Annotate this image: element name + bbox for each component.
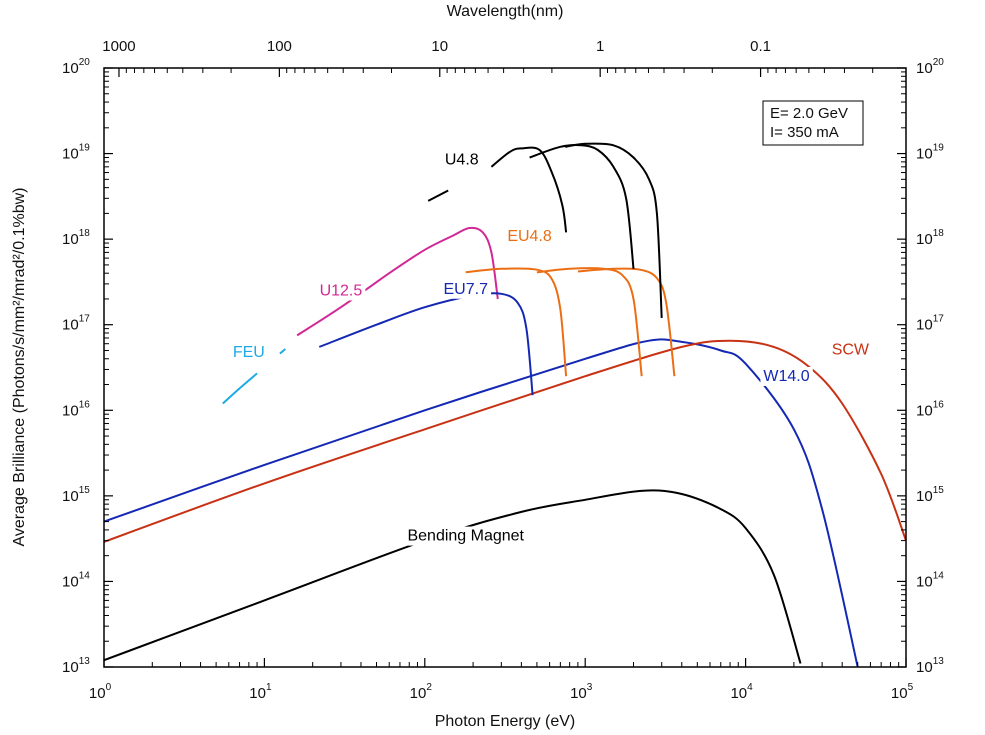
series-line-eu4-8-7 [465,267,568,377]
wavelength-tick-label: 10 [431,38,448,55]
annotation-backdrop [504,227,555,247]
series-annotation: W14.0 [760,366,813,386]
y-tick-label-right: 1013 [916,656,944,676]
wavelength-tick-label: 1 [596,38,604,55]
annotation-backdrop [229,342,268,362]
series-line-eu7-7-6 [318,292,534,396]
annotation-u4-8: U4.8 [445,151,479,168]
series-annotation: SCW [828,340,873,360]
y-tick-label-left: 1020 [62,57,90,77]
y-tick-label-left: 1015 [62,485,90,505]
y-tick-label-right: 1017 [916,314,944,334]
annotation-backdrop [316,281,366,301]
series-line-bending-magnet-0 [103,489,802,664]
annotation-eu4-8: EU4.8 [507,228,552,245]
wavelength-tick-label: 0.1 [750,38,771,55]
top-axis-title: Wavelength(nm) [447,3,564,20]
y-tick-label-left: 1016 [62,399,90,419]
y-tick-label-left: 1019 [62,143,90,163]
series-layer [103,142,907,668]
y-tick-label-right: 1016 [916,399,944,419]
annotation-scw: SCW [832,341,870,358]
annotation-backdrop [441,150,482,170]
y-tick-label-right: 1020 [916,57,944,77]
info-current: I= 350 mA [770,124,839,141]
annotation-u12-5: U12.5 [320,282,363,299]
series-annotation: EU7.7 [440,279,492,299]
y-tick-label-right: 1014 [916,570,944,590]
info-box-frame [762,100,864,146]
annotation-feu: FEU [233,344,265,361]
x-axis-title: Photon Energy (eV) [435,713,576,730]
x-tick-label: 103 [570,682,593,702]
x-tick-label: 105 [891,682,914,702]
series-annotation: U4.8 [441,150,482,170]
series-annotation: U12.5 [316,281,366,301]
annotation-backdrop [440,279,492,299]
series-annotation: Bending Magnet [404,526,528,546]
annotation-backdrop [760,366,813,386]
series-line-u4-8-11 [490,146,568,233]
annotation-w14-0: W14.0 [763,368,809,385]
y-tick-label-right: 1019 [916,143,944,163]
y-tick-label-left: 1017 [62,314,90,334]
annotation-bending-magnet: Bending Magnet [407,528,524,545]
series-line-feu-3 [222,372,258,405]
series-line-scw-2 [103,339,907,543]
annotation-backdrop [828,340,873,360]
y-tick-label-right: 1015 [916,485,944,505]
y-axis-title: Average Brilliance (Photons/s/mm²/mrad²/… [11,188,28,547]
series-line-w14-0-1 [103,338,859,668]
info-energy: E= 2.0 GeV [770,105,848,122]
series-line-feu-4 [279,348,286,355]
annotation-backdrop [404,526,528,546]
y-tick-label-left: 1013 [62,656,90,676]
series-annotation: FEU [229,342,268,362]
wavelength-tick-label: 100 [267,38,292,55]
y-tick-label-left: 1018 [62,228,90,248]
x-tick-label: 102 [410,682,433,702]
series-line-u4-8-12 [529,143,635,269]
y-tick-label-left: 1014 [62,570,90,590]
series-line-u4-8-10 [427,189,449,202]
series-annotation: EU4.8 [504,227,555,247]
x-tick-label: 101 [249,682,272,702]
series-line-u4-8-13 [565,142,663,318]
info-box: E= 2.0 GeV I= 350 mA [762,100,864,146]
x-tick-label: 104 [730,682,753,702]
x-tick-label: 100 [89,682,112,702]
plot-frame [103,67,907,668]
annotation-eu7-7: EU7.7 [444,281,489,298]
series-line-eu4-8-9 [577,267,676,377]
wavelength-tick-label: 1000 [102,38,135,55]
series-line-eu4-8-8 [536,267,643,377]
y-tick-label-right: 1018 [916,228,944,248]
